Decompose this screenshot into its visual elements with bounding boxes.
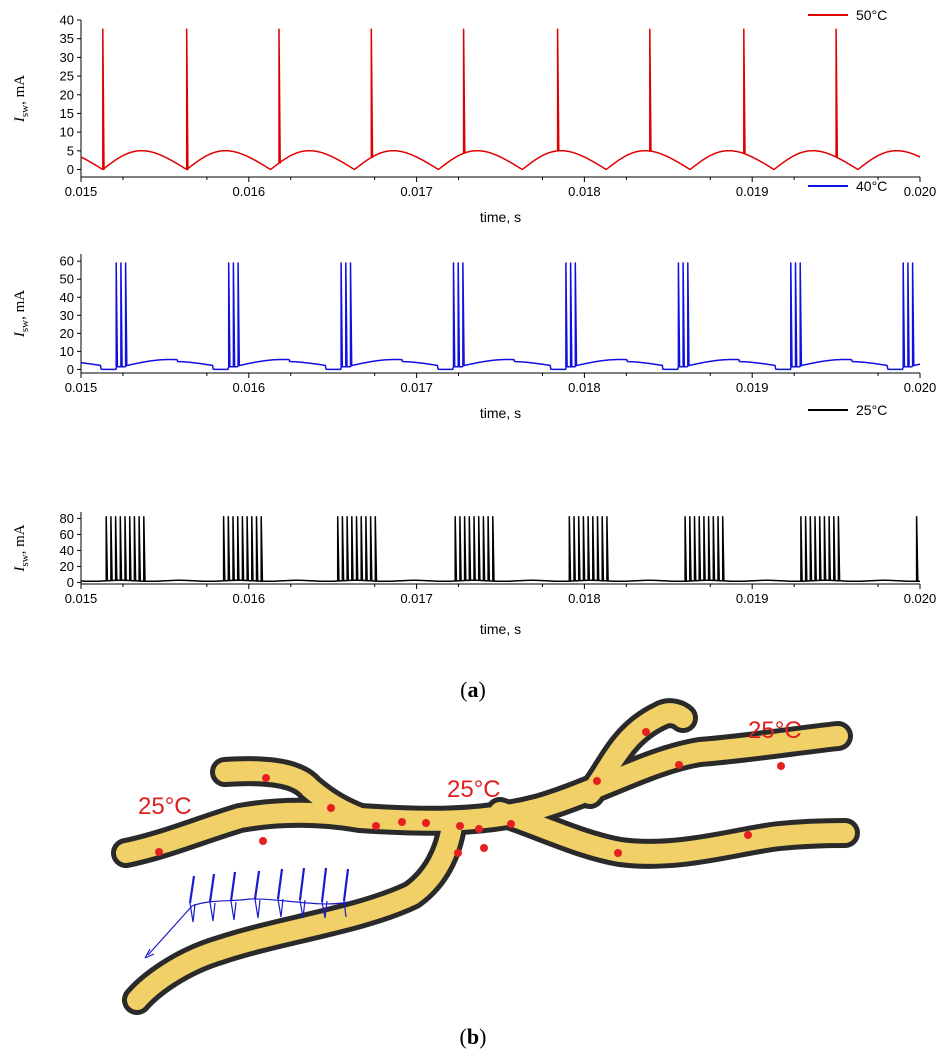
y-tick-label: 25 xyxy=(60,69,74,84)
dot xyxy=(480,844,488,852)
y-tick-label: 20 xyxy=(60,326,74,341)
legend-label: 40°C xyxy=(856,178,887,194)
dot xyxy=(398,818,406,826)
dot xyxy=(422,819,430,827)
x-tick-label: 0.017 xyxy=(400,591,433,606)
x-tick-label: 0.020 xyxy=(904,591,937,606)
dot xyxy=(777,762,785,770)
x-tick-label: 0.019 xyxy=(736,591,769,606)
dot xyxy=(475,825,483,833)
chart-40c: 0 10 20 30 40 50 60 0.015 0.016 0.017 0.018 0.019 0.… xyxy=(12,178,936,421)
y-tick-label: 30 xyxy=(60,308,74,323)
series-line xyxy=(80,262,921,371)
x-tick-label: 0.015 xyxy=(65,184,98,199)
dot xyxy=(593,777,601,785)
y-tick-label: 50 xyxy=(60,272,74,287)
y-tick-label: 10 xyxy=(60,125,74,140)
y-tick-label: 60 xyxy=(60,527,74,542)
x-axis-title: time, s xyxy=(480,405,521,421)
y-tick-label: 15 xyxy=(60,106,74,121)
dot xyxy=(372,822,380,830)
x-tick-label: 0.020 xyxy=(904,184,937,199)
y-tick-label: 20 xyxy=(60,87,74,102)
legend-label: 50°C xyxy=(856,7,887,23)
dot xyxy=(262,774,270,782)
panel-label-b: (b) xyxy=(460,1024,487,1049)
x-tick-label: 0.020 xyxy=(904,380,937,395)
dot xyxy=(675,761,683,769)
temp-label-center: 25°C xyxy=(447,776,501,803)
x-tick-label: 0.016 xyxy=(233,380,266,395)
y-axis-title: Isw, mA xyxy=(12,524,31,572)
x-tick-label: 0.017 xyxy=(400,380,433,395)
y-tick-label: 30 xyxy=(60,50,74,65)
organism-body xyxy=(111,698,860,1015)
dot xyxy=(614,849,622,857)
y-tick-label: 40 xyxy=(60,543,74,558)
x-tick-label: 0.016 xyxy=(233,591,266,606)
dot xyxy=(456,822,464,830)
legend-label: 25°C xyxy=(856,402,887,418)
dot xyxy=(327,804,335,812)
y-tick-label: 0 xyxy=(67,362,74,377)
y-axis-title: Isw, mA xyxy=(12,290,31,338)
dot xyxy=(259,837,267,845)
chart-50c: 0 5 10 15 20 25 30 35 40 0.015 0.016 0.017 0.018 0.01… xyxy=(12,7,936,225)
organism-dots xyxy=(155,728,785,857)
dot xyxy=(507,820,515,828)
organism-diagram: 25°C 25°C 25°C xyxy=(111,698,860,1015)
temp-label-left: 25°C xyxy=(138,793,192,820)
x-tick-label: 0.017 xyxy=(400,184,433,199)
x-tick-label: 0.015 xyxy=(65,380,98,395)
y-axis-title: Isw, mA xyxy=(12,75,31,123)
x-tick-label: 0.019 xyxy=(736,184,769,199)
x-tick-label: 0.016 xyxy=(233,184,266,199)
dot xyxy=(155,848,163,856)
series-line xyxy=(80,28,921,171)
y-tick-label: 80 xyxy=(60,511,74,526)
x-tick-label: 0.018 xyxy=(568,184,601,199)
y-tick-label: 60 xyxy=(60,254,74,269)
x-tick-label: 0.015 xyxy=(65,591,98,606)
x-tick-label: 0.018 xyxy=(568,380,601,395)
y-tick-label: 5 xyxy=(67,143,74,158)
series-line xyxy=(80,516,921,583)
y-tick-label: 40 xyxy=(60,290,74,305)
pulse-train-icon xyxy=(144,867,350,959)
x-axis-title: time, s xyxy=(480,621,521,637)
panel-label-a: (a) xyxy=(460,677,486,702)
y-tick-label: 20 xyxy=(60,559,74,574)
dot xyxy=(744,831,752,839)
x-tick-label: 0.019 xyxy=(736,380,769,395)
x-axis-title: time, s xyxy=(480,209,521,225)
dot xyxy=(642,728,650,736)
dot xyxy=(454,849,462,857)
y-tick-label: 40 xyxy=(60,13,74,28)
y-tick-label: 0 xyxy=(67,162,74,177)
y-tick-label: 10 xyxy=(60,344,74,359)
temp-label-right: 25°C xyxy=(748,717,802,744)
y-tick-label: 0 xyxy=(67,575,74,590)
y-tick-label: 35 xyxy=(60,31,74,46)
x-tick-label: 0.018 xyxy=(568,591,601,606)
